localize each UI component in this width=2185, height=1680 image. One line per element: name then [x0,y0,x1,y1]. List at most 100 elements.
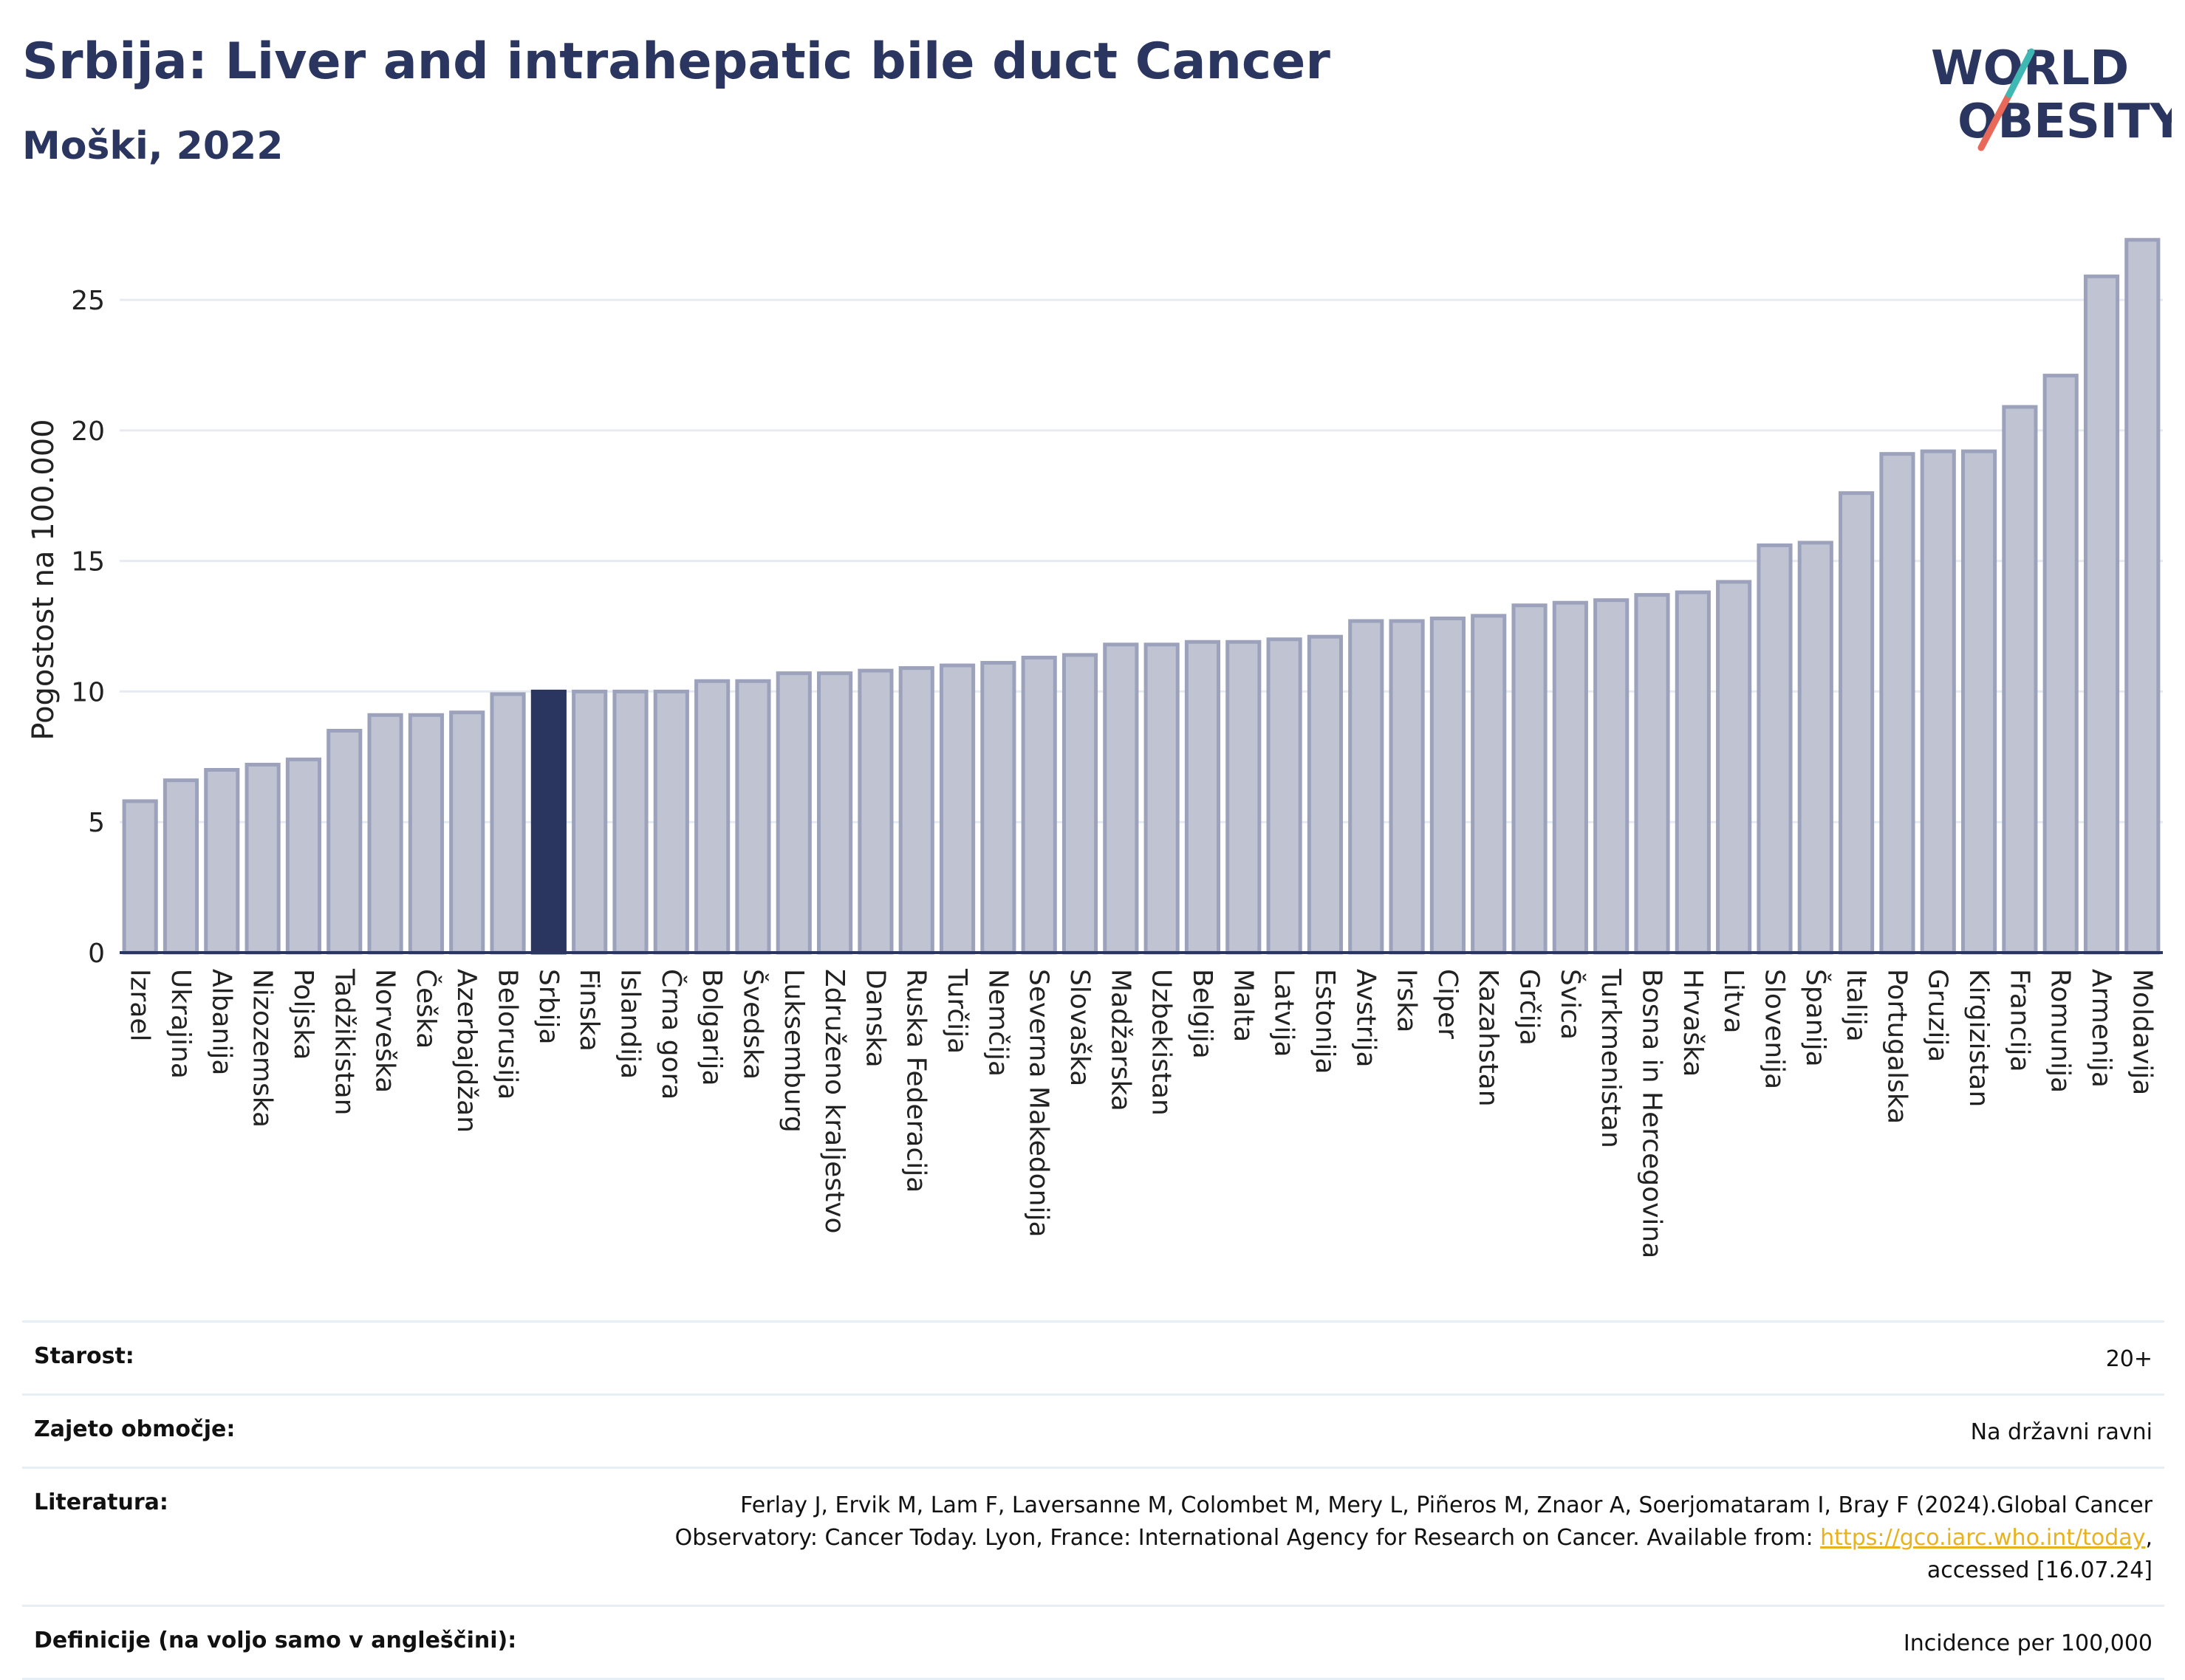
bar [122,799,158,955]
meta-literature-label: Literatura: [34,1489,168,1515]
x-tick-label: Italija [1841,969,1871,1042]
bar [490,692,526,955]
bar [980,661,1016,955]
bar [735,679,771,955]
x-tick-label: Madžarska [1105,969,1135,1111]
x-tick-label: Finska [574,969,604,1052]
bar [1348,619,1384,955]
x-tick-label: Azerbajdžan [451,969,482,1133]
bar [1471,614,1507,955]
bar [2083,274,2120,955]
x-tick-label: Francija [2004,969,2034,1072]
bar [1757,543,1793,955]
bar-highlight [530,689,567,955]
x-tick-label: Danska [860,969,890,1068]
bar [2042,374,2079,955]
bar [1634,593,1670,955]
x-tick-label: Bosna in Hercegovina [1637,969,1667,1258]
bar [1552,600,1588,955]
bar [2002,405,2038,955]
x-tick-label: Slovaška [1064,969,1095,1086]
bar [1389,619,1425,955]
x-tick-label: Litva [1718,969,1748,1034]
bar [1839,491,1875,955]
x-tick-label: Hrvaška [1678,969,1708,1077]
x-tick-label: Nizozemska [247,969,278,1128]
meta-literature-value: Ferlay J, Ervik M, Lam F, Laversanne M, … [675,1489,2152,1587]
chart-title: Srbija: Liver and intrahepatic bile duct… [22,32,1330,91]
x-tick-label: Islandija [615,969,646,1079]
bar [1225,640,1262,955]
x-tick-label: Švica [1555,969,1586,1040]
bar [285,757,322,955]
meta-row-literature: Literatura: Ferlay J, Ervik M, Lam F, La… [22,1467,2164,1605]
x-tick-label: Armenija [2086,969,2116,1088]
y-tick-label: 5 [88,808,105,838]
x-tick-label: Srbija [533,969,564,1045]
meta-age-label: Starost: [34,1343,134,1369]
bar [1429,616,1466,955]
bar-chart: 0 5 10 15 20 25 Izrael Ukrajina Albanija Nizozems… [27,238,2163,1258]
bar [1593,598,1630,955]
literature-line-3: accessed [16.07.24] [1926,1557,2152,1583]
x-tick-label: Turčija [942,968,972,1054]
bars [122,238,2161,955]
x-tick-label: Črna gora [656,969,687,1100]
x-tick-label: Estonija [1310,969,1340,1074]
x-tick-label: Avstrija [1350,969,1381,1068]
bar [245,762,281,955]
bar [1184,640,1221,955]
logo-slash-teal [2006,48,2035,98]
x-tick-label: Norveška [370,969,400,1093]
bar [612,689,649,955]
bar [1143,642,1180,955]
x-tick-label: Nemčija [982,969,1013,1077]
x-tick-label: Uzbekistan [1146,969,1177,1116]
logo-slash-red [1977,91,2013,151]
bar [817,671,853,955]
bar [653,689,689,955]
bar [898,666,934,955]
meta-definitions-value: Incidence per 100,000 [1903,1631,2152,1656]
x-tick-label: Ciper [1432,969,1463,1039]
bar [1266,637,1302,955]
x-tick-label: Moldavija [2127,969,2157,1095]
bar [1103,642,1139,955]
x-tick-label: Albanija [206,969,236,1075]
x-tick-label: Gruzija [1923,969,1953,1062]
y-tick-label: 10 [71,677,105,707]
bar [204,768,240,955]
x-tick-label: Belgija [1187,969,1217,1059]
bar [367,713,403,955]
x-tick-label: Ukrajina [165,969,196,1079]
bar [1716,580,1752,955]
bar [1307,634,1344,955]
x-tick-label: Švedska [737,969,768,1080]
meta-row-age: Starost: 20+ [22,1320,2164,1393]
y-axis-title: Pogostost na 100.000 [27,419,61,740]
bar [694,679,731,955]
x-tick-label: Kirgizistan [1963,969,1994,1107]
x-tick-label: Bolgarija [697,969,727,1086]
bar [776,671,812,955]
bar [408,713,444,955]
x-tick-label: Ruska Federacija [901,969,931,1193]
y-tick-label: 15 [71,547,105,577]
bar [572,689,608,955]
x-tick-label: Grčija [1514,969,1545,1046]
x-tick-label: Romunija [2045,969,2076,1093]
bar [1879,452,1915,955]
meta-definitions-label: Definicije (na voljo samo v angleščini): [34,1628,517,1653]
x-tick-label: Češka [411,969,442,1049]
x-tick-label: Španija [1800,969,1831,1067]
x-tick-label: Poljska [288,969,318,1060]
x-tick-label: Belorusija [493,969,523,1100]
x-tick-label: Tadžikistan [329,968,359,1115]
literature-link[interactable]: https://gco.iarc.who.int/today [1820,1525,2146,1551]
x-tick-label: Portugalska [1881,969,1912,1124]
x-tick-label: Malta [1228,969,1258,1042]
tick-labels: 0 5 10 15 20 25 Izrael Ukrajina Albanija Nizozems… [27,286,2157,1258]
x-tick-label: Irska [1392,969,1422,1032]
meta-row-coverage: Zajeto območje: Na državni ravni [22,1393,2164,1467]
chart-subtitle: Moški, 2022 [22,124,284,168]
